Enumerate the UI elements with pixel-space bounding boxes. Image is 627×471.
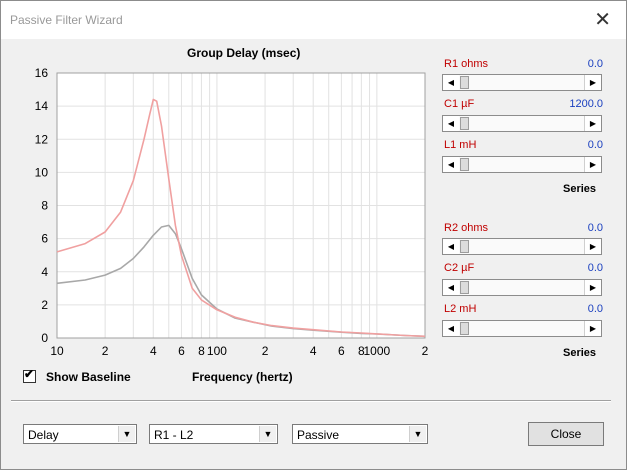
y-tick-label: 16 [35, 66, 49, 80]
x-tick-label: 2 [262, 344, 269, 358]
scroll-track[interactable] [459, 116, 585, 131]
y-tick-label: 8 [41, 199, 48, 213]
checkbox-box[interactable] [23, 370, 36, 383]
scroll-thumb[interactable] [460, 117, 469, 130]
scroll-right-icon[interactable]: ▶ [584, 157, 601, 172]
r1-label: R1 ohms [444, 58, 489, 70]
x-tick-label: 8 [198, 344, 205, 358]
x-tick-label: 8 [358, 344, 365, 358]
scroll-left-icon[interactable]: ◀ [443, 116, 460, 131]
component-select[interactable]: R1 - L2 ▼ [149, 424, 278, 444]
c2-label: C2 µF [444, 262, 475, 274]
y-tick-label: 4 [41, 265, 48, 279]
scroll-right-icon[interactable]: ▶ [584, 75, 601, 90]
scroll-right-icon[interactable]: ▶ [584, 116, 601, 131]
c1-value: 1200.0 [569, 98, 603, 110]
r2-label: R2 ohms [444, 222, 489, 234]
scroll-thumb[interactable] [460, 322, 469, 335]
y-tick-label: 14 [35, 99, 49, 113]
chart-title: Group Delay (msec) [187, 46, 301, 60]
series-group-1-label: Series [563, 183, 597, 195]
scroll-thumb[interactable] [460, 158, 469, 171]
c2-scrollbar[interactable]: ◀ ▶ [442, 279, 602, 296]
l1-scrollbar[interactable]: ◀ ▶ [442, 156, 602, 173]
y-tick-label: 0 [41, 331, 48, 345]
scroll-left-icon[interactable]: ◀ [443, 321, 460, 336]
x-tick-label: 10 [50, 344, 64, 358]
scroll-right-icon[interactable]: ▶ [584, 280, 601, 295]
plot-type-select[interactable]: Delay ▼ [23, 424, 137, 444]
l1-value: 0.0 [587, 139, 603, 151]
scroll-left-icon[interactable]: ◀ [443, 75, 460, 90]
x-tick-label: 2 [102, 344, 109, 358]
x-tick-label: 4 [310, 344, 317, 358]
title-bar: Passive Filter Wizard ✕ [1, 1, 626, 39]
series-line [56, 98, 426, 338]
l2-value: 0.0 [587, 303, 603, 315]
checkmark-icon: ✔ [24, 367, 35, 381]
scroll-left-icon[interactable]: ◀ [443, 157, 460, 172]
x-tick-label: 2 [422, 344, 429, 358]
r1-value: 0.0 [587, 58, 603, 70]
series-group-2-label: Series [563, 347, 597, 359]
close-icon[interactable]: ✕ [594, 9, 611, 31]
filter-type-select[interactable]: Passive ▼ [292, 424, 428, 444]
x-tick-label: 1000 [364, 344, 391, 358]
x-tick-label: 4 [150, 344, 157, 358]
x-tick-label: 6 [178, 344, 185, 358]
filter-type-value: Passive [297, 428, 340, 442]
chevron-down-icon[interactable]: ▼ [118, 426, 135, 442]
scroll-thumb[interactable] [460, 281, 469, 294]
show-baseline-label: Show Baseline [46, 370, 131, 384]
scroll-left-icon[interactable]: ◀ [443, 239, 460, 254]
y-tick-label: 2 [41, 298, 48, 312]
l2-label: L2 mH [444, 303, 477, 315]
c2-value: 0.0 [587, 262, 603, 274]
scroll-track[interactable] [459, 239, 585, 254]
scroll-right-icon[interactable]: ▶ [584, 239, 601, 254]
r2-value: 0.0 [587, 222, 603, 234]
component-value: R1 - L2 [154, 428, 194, 442]
y-tick-label: 10 [35, 165, 49, 179]
x-tick-label: 6 [338, 344, 345, 358]
scroll-thumb[interactable] [460, 240, 469, 253]
chevron-down-icon[interactable]: ▼ [409, 426, 426, 442]
scroll-track[interactable] [459, 75, 585, 90]
r2-scrollbar[interactable]: ◀ ▶ [442, 238, 602, 255]
divider [11, 400, 611, 401]
y-tick-label: 12 [35, 132, 49, 146]
plot-border [56, 72, 426, 339]
scroll-right-icon[interactable]: ▶ [584, 321, 601, 336]
l2-scrollbar[interactable]: ◀ ▶ [442, 320, 602, 337]
divider-highlight [11, 401, 611, 402]
scroll-track[interactable] [459, 157, 585, 172]
chevron-down-icon[interactable]: ▼ [259, 426, 276, 442]
l1-label: L1 mH [444, 139, 477, 151]
x-axis-label: Frequency (hertz) [192, 370, 293, 384]
plot-type-value: Delay [28, 428, 59, 442]
scroll-track[interactable] [459, 280, 585, 295]
close-button[interactable]: Close [528, 422, 604, 446]
c1-scrollbar[interactable]: ◀ ▶ [442, 115, 602, 132]
y-tick-label: 6 [41, 232, 48, 246]
c1-label: C1 µF [444, 98, 475, 110]
window-title: Passive Filter Wizard [10, 13, 123, 27]
scroll-thumb[interactable] [460, 76, 469, 89]
r1-scrollbar[interactable]: ◀ ▶ [442, 74, 602, 91]
scroll-left-icon[interactable]: ◀ [443, 280, 460, 295]
scroll-track[interactable] [459, 321, 585, 336]
x-tick-label: 100 [207, 344, 227, 358]
